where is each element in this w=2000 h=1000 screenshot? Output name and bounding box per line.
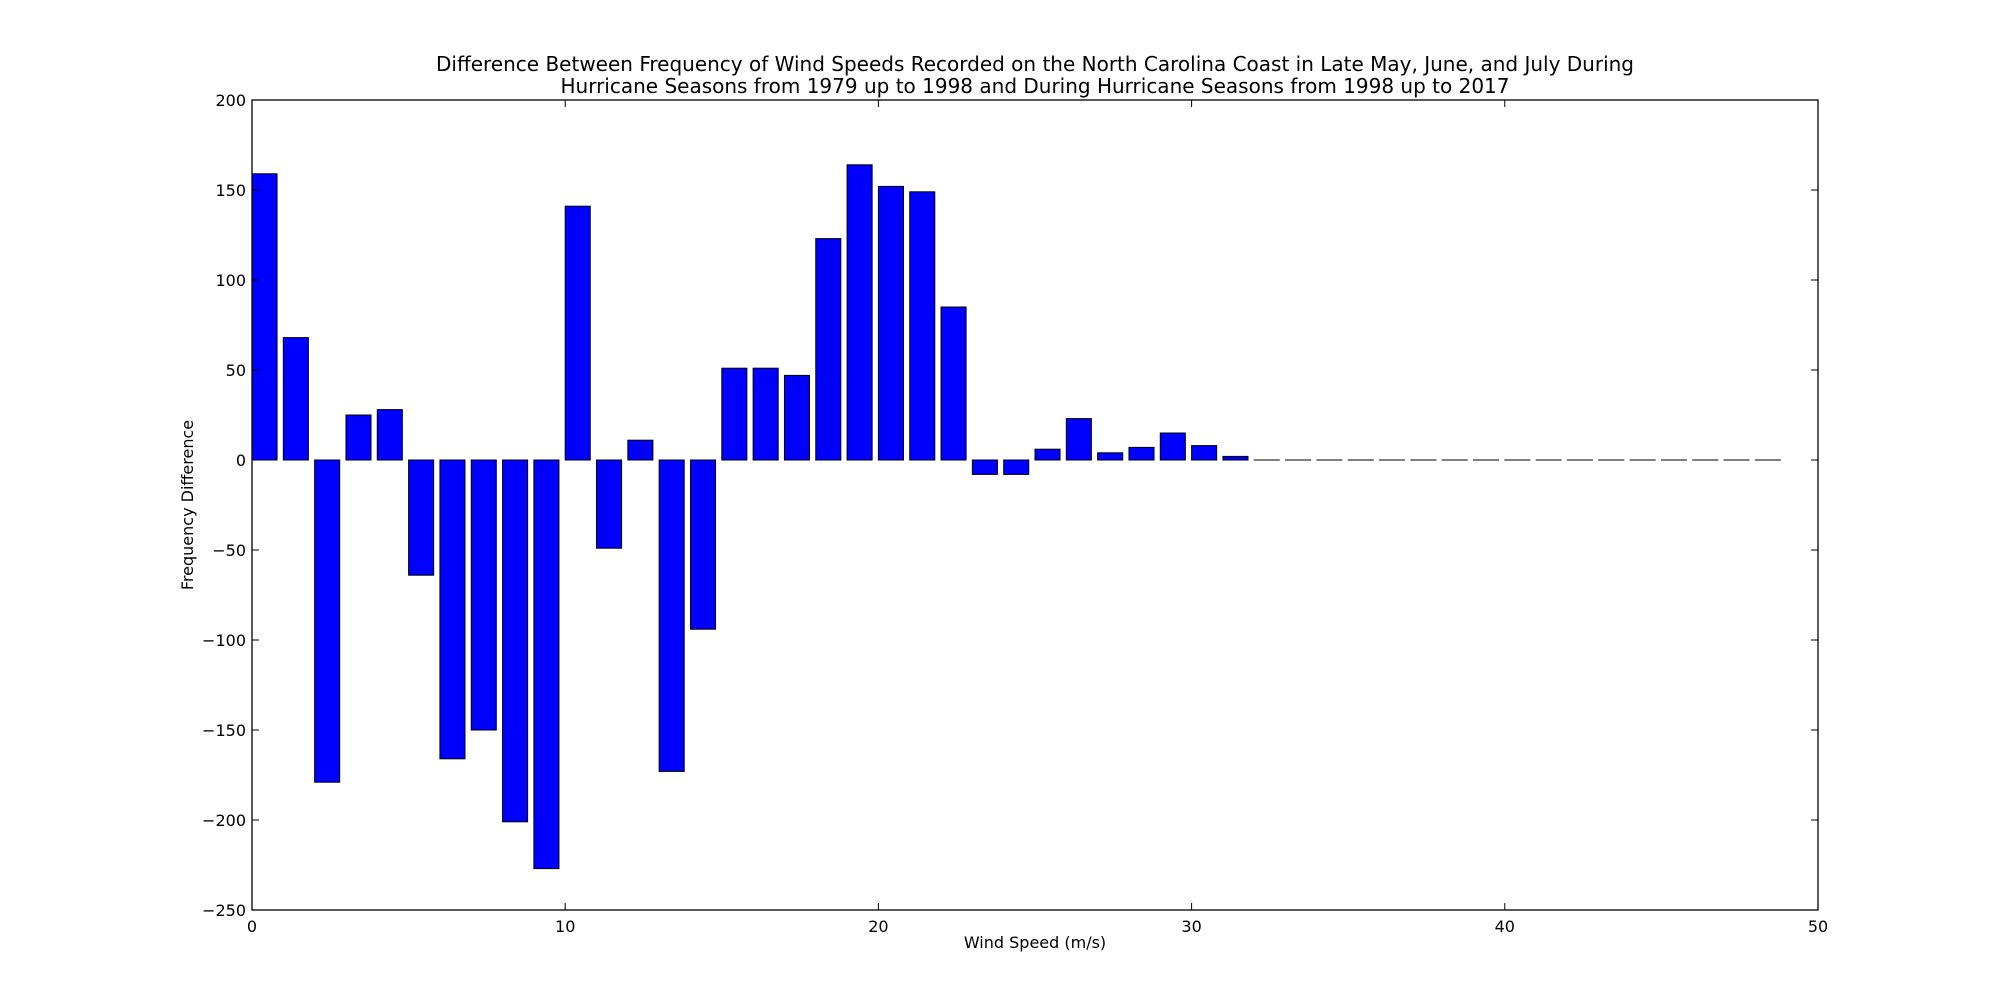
- bar-14: [689, 459, 717, 630]
- x-tick-label-50: 50: [1808, 917, 1828, 936]
- bar-1: [282, 337, 309, 461]
- bar-9: [533, 459, 560, 870]
- bar-24: [1003, 459, 1030, 475]
- bars-layer: [251, 164, 1781, 870]
- x-tick-label-10: 10: [555, 917, 575, 936]
- x-tick-label-20: 20: [868, 917, 888, 936]
- bar-28: [1128, 446, 1155, 461]
- plot-frame: [251, 99, 1819, 911]
- y-tick-label--250: −250: [202, 901, 246, 920]
- y-tick-label--150: −150: [202, 721, 246, 740]
- ticks-layer: 0 10 20 30 40 50 200 150 100 50 0 −50 −100 −150 −200 −2…: [202, 91, 1828, 936]
- bar-2: [314, 459, 341, 783]
- bar-0: [251, 173, 278, 461]
- x-tick-label-30: 30: [1181, 917, 1201, 936]
- bar-29: [1159, 432, 1186, 461]
- bar-15: [721, 367, 748, 461]
- bar-4: [376, 409, 403, 461]
- y-tick-label--100: −100: [202, 631, 246, 650]
- bar-10: [564, 205, 591, 461]
- y-tick-label-150: 150: [215, 181, 246, 200]
- bar-11: [596, 459, 623, 549]
- bar-25: [1034, 448, 1061, 461]
- bar-5: [408, 459, 435, 576]
- bar-31: [1222, 455, 1249, 461]
- x-tick-label-0: 0: [247, 917, 257, 936]
- x-tick-label-40: 40: [1495, 917, 1515, 936]
- bar-20: [877, 185, 904, 461]
- bar-8: [502, 459, 529, 823]
- bar-21: [909, 191, 936, 461]
- bar-7: [470, 459, 497, 731]
- bar-17: [783, 374, 810, 461]
- chart-title-line-2: Hurricane Seasons from 1979 up to 1998 a…: [560, 74, 1509, 98]
- y-tick-label-200: 200: [215, 91, 246, 110]
- bar-6: [439, 459, 466, 760]
- y-axis-label: Frequency Difference: [178, 420, 197, 590]
- bar-19: [846, 164, 873, 461]
- bar-18: [815, 238, 842, 461]
- bar-22: [940, 306, 967, 461]
- bar-30: [1191, 445, 1218, 461]
- bar-3: [345, 414, 372, 461]
- y-tick-label-0: 0: [236, 451, 246, 470]
- bar-13: [658, 459, 685, 772]
- y-tick-label-100: 100: [215, 271, 246, 290]
- bar-27: [1097, 452, 1124, 461]
- bar-12: [627, 439, 654, 461]
- bar-16: [752, 367, 779, 461]
- bar-23: [971, 459, 998, 475]
- y-tick-label--50: −50: [212, 541, 246, 560]
- chart-title-line-1: Difference Between Frequency of Wind Spe…: [436, 52, 1634, 76]
- x-axis-label: Wind Speed (m/s): [964, 933, 1106, 952]
- y-tick-label--200: −200: [202, 811, 246, 830]
- bar-26: [1065, 418, 1092, 461]
- y-tick-label-50: 50: [226, 361, 246, 380]
